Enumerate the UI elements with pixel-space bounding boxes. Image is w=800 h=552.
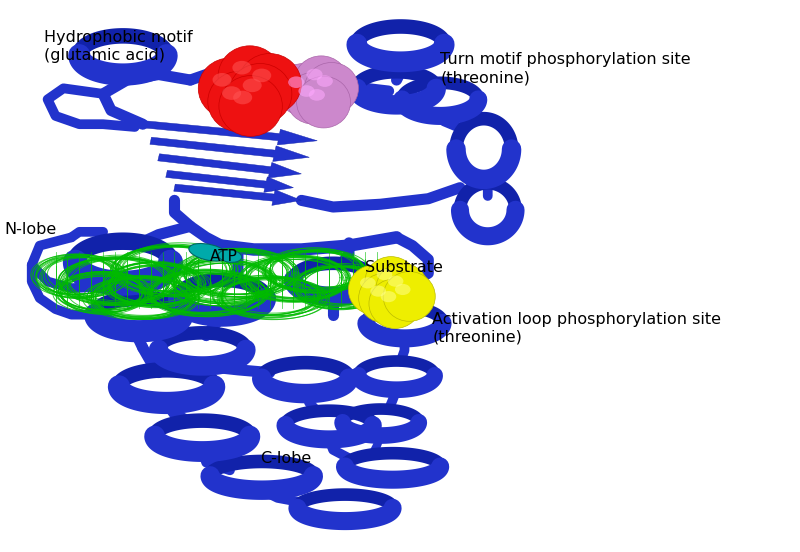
FancyArrow shape (150, 137, 310, 162)
Ellipse shape (297, 76, 350, 128)
Ellipse shape (229, 63, 292, 124)
Text: Hydrophobic motif
(glutamic acid): Hydrophobic motif (glutamic acid) (44, 30, 192, 63)
Ellipse shape (252, 68, 271, 82)
Text: Substrate: Substrate (365, 260, 442, 275)
Ellipse shape (395, 284, 410, 295)
Text: ATP: ATP (210, 249, 238, 264)
Ellipse shape (360, 277, 376, 289)
Ellipse shape (232, 61, 251, 75)
Ellipse shape (305, 62, 358, 114)
Ellipse shape (381, 291, 396, 302)
Ellipse shape (306, 68, 322, 80)
Ellipse shape (365, 257, 417, 306)
FancyArrow shape (142, 121, 318, 145)
Text: Activation loop phosphorylation site
(threonine): Activation loop phosphorylation site (th… (432, 312, 722, 345)
Ellipse shape (383, 272, 435, 321)
Ellipse shape (218, 250, 242, 262)
Ellipse shape (208, 71, 271, 132)
FancyArrow shape (166, 171, 294, 193)
Ellipse shape (358, 273, 410, 323)
Ellipse shape (317, 75, 333, 87)
Ellipse shape (377, 269, 392, 280)
Ellipse shape (298, 85, 314, 97)
Ellipse shape (288, 76, 304, 88)
Ellipse shape (369, 279, 421, 328)
FancyArrow shape (174, 184, 302, 205)
Ellipse shape (238, 54, 302, 114)
Ellipse shape (309, 89, 325, 100)
Ellipse shape (222, 86, 241, 100)
Ellipse shape (219, 76, 282, 136)
Ellipse shape (348, 265, 400, 315)
Ellipse shape (370, 285, 386, 297)
Ellipse shape (276, 63, 330, 115)
Ellipse shape (376, 263, 428, 313)
Ellipse shape (198, 58, 262, 119)
Ellipse shape (286, 72, 340, 124)
Ellipse shape (189, 243, 228, 261)
Ellipse shape (218, 46, 282, 107)
FancyArrow shape (158, 154, 302, 178)
Ellipse shape (388, 275, 403, 287)
Text: C-lobe: C-lobe (260, 450, 311, 466)
Ellipse shape (213, 73, 231, 87)
Text: Turn motif phosphorylation site
(threonine): Turn motif phosphorylation site (threoni… (440, 52, 690, 86)
Text: N-lobe: N-lobe (4, 221, 56, 237)
Ellipse shape (294, 56, 348, 108)
Ellipse shape (242, 78, 262, 92)
Ellipse shape (233, 91, 252, 104)
